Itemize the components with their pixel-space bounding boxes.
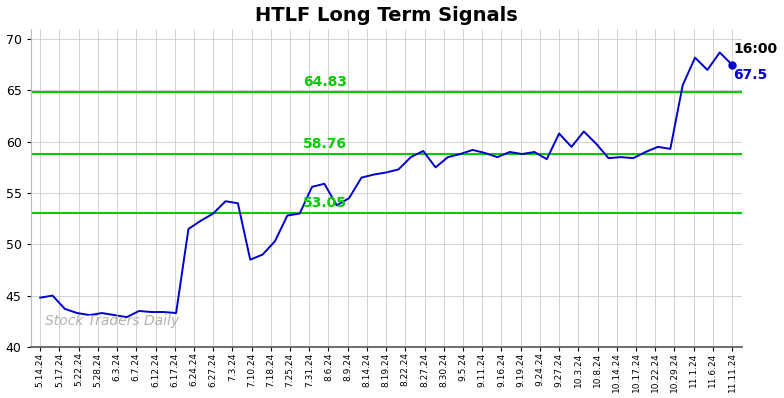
Text: 16:00: 16:00 (733, 41, 777, 56)
Text: 67.5: 67.5 (733, 68, 768, 82)
Text: Stock Traders Daily: Stock Traders Daily (45, 314, 179, 328)
Text: 53.05: 53.05 (303, 196, 347, 210)
Title: HTLF Long Term Signals: HTLF Long Term Signals (255, 6, 517, 25)
Text: 64.83: 64.83 (303, 75, 347, 89)
Text: 58.76: 58.76 (303, 137, 347, 151)
